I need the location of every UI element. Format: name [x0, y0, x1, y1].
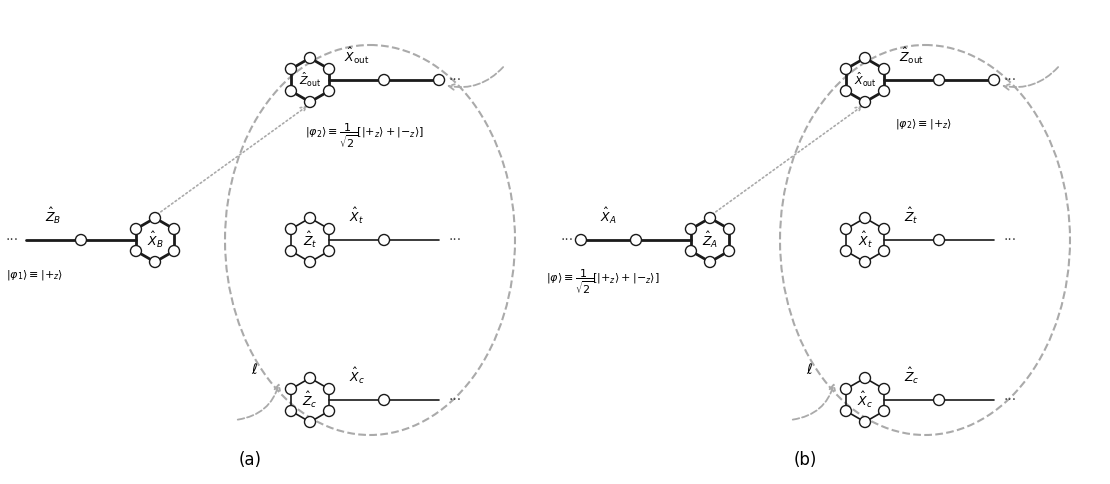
Text: $\hat{X}_c$: $\hat{X}_c$ — [349, 366, 364, 386]
Text: $\hat{Z}_{\rm out}$: $\hat{Z}_{\rm out}$ — [299, 71, 321, 89]
Circle shape — [131, 245, 141, 257]
Circle shape — [575, 235, 586, 245]
Text: $\hat{X}_t$: $\hat{X}_t$ — [349, 206, 364, 226]
Text: $\hat{Z}_t$: $\hat{Z}_t$ — [303, 230, 317, 250]
Circle shape — [840, 224, 851, 235]
Circle shape — [859, 212, 870, 224]
Circle shape — [989, 75, 999, 86]
Text: $|\varphi_1\rangle \equiv |{+_z}\rangle$: $|\varphi_1\rangle \equiv |{+_z}\rangle$ — [6, 268, 63, 282]
Text: $\hat{Z}_A$: $\hat{Z}_A$ — [702, 230, 718, 250]
Circle shape — [304, 96, 315, 107]
Circle shape — [859, 96, 870, 107]
Circle shape — [379, 235, 390, 245]
Circle shape — [724, 224, 735, 235]
Circle shape — [304, 212, 315, 224]
Circle shape — [323, 86, 334, 96]
Circle shape — [75, 235, 87, 245]
Circle shape — [285, 383, 296, 394]
Circle shape — [934, 75, 945, 86]
Circle shape — [285, 406, 296, 417]
Circle shape — [878, 224, 889, 235]
Circle shape — [878, 86, 889, 96]
Text: (a): (a) — [239, 451, 262, 469]
Circle shape — [878, 63, 889, 75]
Circle shape — [304, 373, 315, 383]
Circle shape — [131, 224, 141, 235]
Circle shape — [630, 235, 642, 245]
Circle shape — [840, 245, 851, 257]
Circle shape — [304, 52, 315, 63]
Circle shape — [840, 406, 851, 417]
Circle shape — [379, 75, 390, 86]
Circle shape — [859, 52, 870, 63]
Text: $\hat{Z}_c$: $\hat{Z}_c$ — [904, 366, 919, 386]
Text: $\ell$: $\ell$ — [252, 363, 259, 378]
Circle shape — [379, 394, 390, 406]
Text: $|\varphi_2\rangle \equiv |{+_z}\rangle$: $|\varphi_2\rangle \equiv |{+_z}\rangle$ — [895, 117, 952, 131]
Circle shape — [323, 245, 334, 257]
Text: ···: ··· — [561, 233, 574, 247]
Circle shape — [285, 86, 296, 96]
Circle shape — [169, 224, 180, 235]
Text: $\hat{Z}_B$: $\hat{Z}_B$ — [46, 206, 62, 226]
Text: ···: ··· — [448, 393, 462, 407]
Text: ···: ··· — [448, 73, 462, 87]
Text: ···: ··· — [6, 233, 19, 247]
Text: ···: ··· — [1003, 233, 1017, 247]
Text: $\hat{X}_c$: $\hat{X}_c$ — [857, 390, 872, 410]
Text: ···: ··· — [1003, 393, 1017, 407]
Circle shape — [859, 417, 870, 427]
Circle shape — [323, 63, 334, 75]
Circle shape — [840, 383, 851, 394]
Circle shape — [304, 257, 315, 268]
Circle shape — [285, 63, 296, 75]
Text: ···: ··· — [1003, 73, 1017, 87]
Circle shape — [285, 245, 296, 257]
Text: $\hat{X}_B$: $\hat{X}_B$ — [147, 230, 163, 250]
Circle shape — [934, 394, 945, 406]
Circle shape — [934, 235, 945, 245]
Text: $\hat{X}_t$: $\hat{X}_t$ — [858, 230, 872, 250]
Circle shape — [840, 63, 851, 75]
Circle shape — [859, 373, 870, 383]
Circle shape — [840, 86, 851, 96]
Circle shape — [705, 212, 716, 224]
Circle shape — [285, 224, 296, 235]
Circle shape — [434, 75, 444, 86]
Circle shape — [169, 245, 180, 257]
Circle shape — [724, 245, 735, 257]
Circle shape — [150, 212, 161, 224]
Text: $\hat{Z}_{\rm out}$: $\hat{Z}_{\rm out}$ — [899, 46, 925, 66]
Circle shape — [323, 383, 334, 394]
Text: $|\varphi\rangle \equiv \dfrac{1}{\sqrt{2}}\left[|{+_z}\rangle+|{-_z}\rangle\rig: $|\varphi\rangle \equiv \dfrac{1}{\sqrt{… — [546, 268, 659, 296]
Text: $\hat{X}_{\rm out}$: $\hat{X}_{\rm out}$ — [344, 46, 370, 66]
Circle shape — [878, 245, 889, 257]
Text: (b): (b) — [794, 451, 817, 469]
Text: $\ell$: $\ell$ — [807, 363, 814, 378]
Circle shape — [686, 224, 696, 235]
Circle shape — [323, 224, 334, 235]
Circle shape — [705, 257, 716, 268]
Circle shape — [878, 406, 889, 417]
Circle shape — [878, 383, 889, 394]
Circle shape — [859, 257, 870, 268]
Text: $|\varphi_2\rangle \equiv \dfrac{1}{\sqrt{2}}\left[|{+_z}\rangle+|{-_z}\rangle\r: $|\varphi_2\rangle \equiv \dfrac{1}{\sqr… — [305, 122, 424, 150]
Text: $\hat{Z}_c$: $\hat{Z}_c$ — [302, 390, 317, 410]
Text: $\hat{Z}_t$: $\hat{Z}_t$ — [905, 206, 919, 226]
Text: ···: ··· — [448, 233, 462, 247]
Circle shape — [686, 245, 696, 257]
Circle shape — [323, 406, 334, 417]
Text: $\hat{X}_{\rm out}$: $\hat{X}_{\rm out}$ — [854, 71, 877, 89]
Text: $\hat{X}_A$: $\hat{X}_A$ — [601, 206, 617, 226]
Circle shape — [304, 417, 315, 427]
Circle shape — [150, 257, 161, 268]
